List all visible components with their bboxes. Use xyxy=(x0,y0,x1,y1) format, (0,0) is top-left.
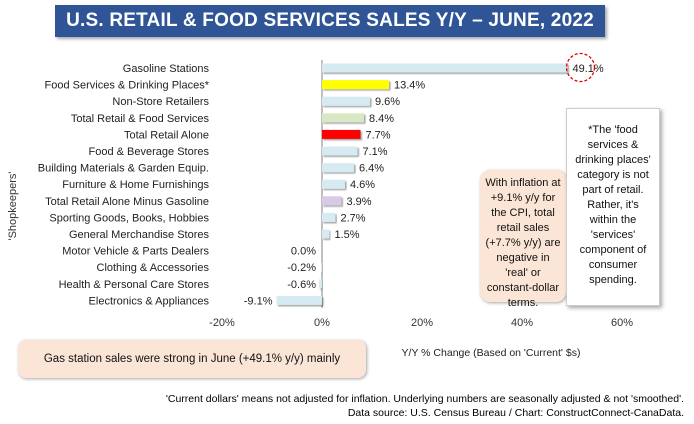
bar-total-retail-alone xyxy=(322,129,361,139)
chart-title: U.S. RETAIL & FOOD SERVICES SALES Y/Y – … xyxy=(55,5,605,37)
category-label-non-store-retailers: Non-Store Retailers xyxy=(112,96,209,108)
bar-total-retail-food-services xyxy=(322,113,364,123)
category-label-sporting-goods-books-hobbies: Sporting Goods, Books, Hobbies xyxy=(49,212,209,224)
value-label-electronics-appliances: -9.1% xyxy=(244,295,273,307)
bar-furniture-home-furnishings xyxy=(322,179,345,189)
x-tick-label: 20% xyxy=(411,317,433,329)
inflation-callout: With inflation at +9.1% y/y for the CPI,… xyxy=(480,170,566,309)
value-label-building-materials-garden-equip: 6.4% xyxy=(359,163,384,175)
highlight-circle xyxy=(565,52,596,83)
x-axis-title: Y/Y % Change (Based on 'Current' $s) xyxy=(401,347,581,359)
bar-non-store-retailers xyxy=(322,96,370,106)
category-label-food-beverage-stores: Food & Beverage Stores xyxy=(89,146,210,158)
value-label-total-retail-alone-minus-gasoline: 3.9% xyxy=(347,196,372,208)
value-label-total-retail-food-services: 8.4% xyxy=(369,113,394,125)
x-tick-label: -20% xyxy=(209,317,235,329)
value-label-furniture-home-furnishings: 4.6% xyxy=(350,179,375,191)
bar-building-materials-garden-equip xyxy=(322,163,354,173)
value-label-total-retail-alone: 7.7% xyxy=(366,129,391,141)
category-label-total-retail-alone: Total Retail Alone xyxy=(124,129,209,141)
bar-electronics-appliances xyxy=(276,295,322,305)
food-services-note: *The 'food services & drinking places' c… xyxy=(566,108,660,306)
x-tick-label: 0% xyxy=(314,317,330,329)
category-label-health-personal-care-stores: Health & Personal Care Stores xyxy=(59,279,210,291)
bar-health-personal-care-stores xyxy=(319,279,322,289)
value-label-health-personal-care-stores: -0.6% xyxy=(287,279,316,291)
x-tick-label: 60% xyxy=(611,317,633,329)
category-label-general-merchandise-stores: General Merchandise Stores xyxy=(69,229,210,241)
bar-sporting-goods-books-hobbies xyxy=(322,212,336,222)
category-label-motor-vehicle-parts-dealers: Motor Vehicle & Parts Dealers xyxy=(62,246,209,258)
bar-gasoline-stations xyxy=(322,63,568,73)
value-label-food-beverage-stores: 7.1% xyxy=(363,146,388,158)
gas-station-callout: Gas station sales were strong in June (+… xyxy=(18,340,366,378)
value-label-motor-vehicle-parts-dealers: 0.0% xyxy=(291,246,316,258)
bar-food-beverage-stores xyxy=(322,146,358,156)
category-label-total-retail-alone-minus-gasoline: Total Retail Alone Minus Gasoline xyxy=(45,196,209,208)
value-label-non-store-retailers: 9.6% xyxy=(375,96,400,108)
bar-food-services-drinking-places xyxy=(322,80,389,90)
x-tick-label: 40% xyxy=(511,317,533,329)
bar-total-retail-alone-minus-gasoline xyxy=(322,196,342,206)
value-label-sporting-goods-books-hobbies: 2.7% xyxy=(341,212,366,224)
value-label-general-merchandise-stores: 1.5% xyxy=(335,229,360,241)
footnote-data-source: Data source: U.S. Census Bureau / Chart:… xyxy=(347,407,684,419)
value-label-gasoline-stations: 49.1% xyxy=(573,63,604,75)
category-label-clothing-accessories: Clothing & Accessories xyxy=(97,262,210,274)
category-label-food-services-drinking-places: Food Services & Drinking Places* xyxy=(45,80,210,92)
category-label-gasoline-stations: Gasoline Stations xyxy=(123,63,210,75)
footnote-current-dollars: 'Current dollars' means not adjusted for… xyxy=(165,393,684,405)
category-label-furniture-home-furnishings: Furniture & Home Furnishings xyxy=(62,179,209,191)
value-label-food-services-drinking-places: 13.4% xyxy=(394,80,425,92)
category-label-electronics-appliances: Electronics & Appliances xyxy=(89,295,210,307)
value-label-clothing-accessories: -0.2% xyxy=(287,262,316,274)
category-label-building-materials-garden-equip: Building Materials & Garden Equip. xyxy=(38,163,209,175)
category-label-total-retail-food-services: Total Retail & Food Services xyxy=(71,113,210,125)
bar-clothing-accessories xyxy=(321,262,322,272)
bar-general-merchandise-stores xyxy=(322,229,330,239)
